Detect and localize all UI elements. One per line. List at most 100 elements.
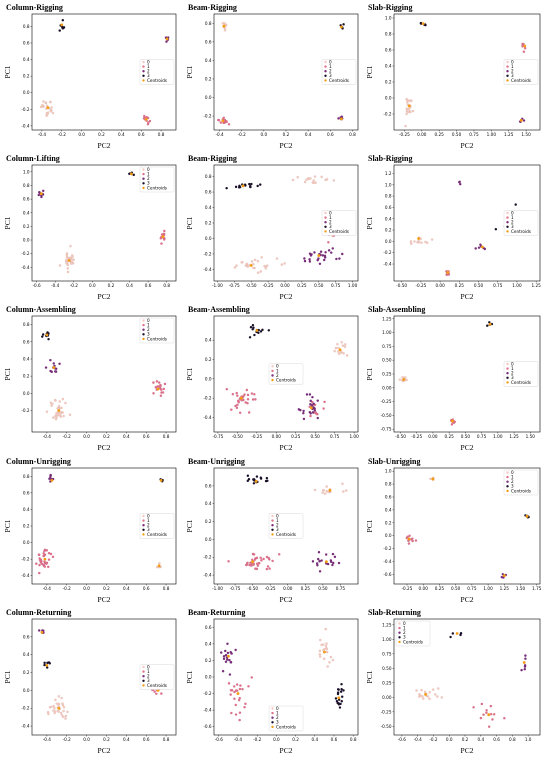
centroid-point — [57, 409, 61, 412]
x-tick-label: 1.75 — [532, 586, 542, 591]
data-point-cluster-2 — [477, 246, 481, 249]
x-tick-label: 0.4 — [126, 283, 133, 288]
chart-title: Slab-Rigging — [368, 3, 412, 12]
x-tick-label: -0.4 — [43, 586, 52, 591]
data-point-cluster-2 — [49, 358, 52, 362]
data-point-cluster-0 — [240, 261, 243, 264]
data-point-cluster-0 — [70, 262, 73, 265]
data-point-cluster-0 — [51, 416, 55, 420]
legend-label: Centroids — [276, 378, 296, 383]
centroid-point — [317, 254, 321, 257]
x-tick-label: -0.25 — [415, 283, 426, 288]
data-point-cluster-2 — [309, 254, 313, 257]
x-tick-label: 0.25 — [435, 586, 445, 591]
data-point-cluster-2 — [335, 257, 338, 261]
y-tick-label: -0.25 — [381, 399, 392, 404]
x-tick-label: 0.50 — [461, 434, 471, 439]
x-tick-label: 1.25 — [531, 283, 541, 288]
data-point-cluster-0 — [436, 695, 439, 698]
data-point-cluster-0 — [323, 492, 327, 495]
data-point-cluster-1 — [227, 559, 230, 563]
data-point-cluster-0 — [407, 107, 411, 111]
data-point-cluster-0 — [409, 240, 413, 243]
x-tick-label: -0.25 — [265, 586, 276, 591]
legend-label: 3 — [147, 678, 150, 683]
data-point-cluster-1 — [51, 555, 55, 559]
data-point-cluster-2 — [331, 563, 334, 567]
data-point-cluster-0 — [68, 413, 72, 417]
data-point-cluster-1 — [147, 121, 150, 124]
data-point-cluster-0 — [51, 111, 55, 115]
data-point-cluster-3 — [253, 333, 256, 337]
legend-label: 1 — [511, 475, 514, 480]
legend-label: Centroids — [511, 380, 531, 385]
data-point-cluster-0 — [413, 240, 416, 243]
data-point-cluster-0 — [39, 105, 43, 109]
x-tick-label: 0.00 — [435, 283, 445, 288]
data-point-cluster-2 — [226, 651, 230, 655]
data-point-cluster-1 — [225, 387, 229, 391]
y-axis-label: PC1 — [3, 65, 12, 78]
data-point-cluster-0 — [421, 695, 424, 698]
data-point-cluster-2 — [331, 247, 335, 250]
data-point-cluster-0 — [62, 709, 65, 713]
chart-title: Slab-Rigging — [368, 154, 412, 163]
legend-marker — [142, 514, 145, 518]
x-tick-label: 0.75 — [331, 283, 341, 288]
x-tick-label: 0.75 — [336, 586, 346, 591]
y-tick-label: 0.8 — [23, 24, 30, 29]
y-tick-label: 0.8 — [385, 32, 392, 37]
plot-frame — [31, 164, 177, 282]
x-axis-label: PC2 — [280, 746, 293, 755]
data-point-cluster-3 — [259, 477, 263, 480]
data-point-cluster-2 — [311, 395, 314, 399]
legend-label: 3 — [329, 73, 332, 78]
y-tick-label: 0.8 — [23, 183, 30, 188]
data-point-cluster-0 — [332, 179, 336, 182]
centroid-point — [417, 237, 420, 240]
y-tick-label: 0.6 — [23, 41, 30, 46]
legend-box — [503, 361, 539, 387]
y-tick-label: 0.0 — [205, 236, 212, 241]
data-point-cluster-1 — [47, 558, 51, 561]
scatter-chart: Slab-Rigging-0.50 -0.25 0.00 0.25 0.50 0.75 1.… — [365, 154, 541, 301]
scatter-chart: Column-Assembling -0.4 -0.2 0.0 0.2 0.4 0.6 0.8… — [3, 305, 177, 452]
data-point-cluster-2 — [323, 254, 327, 258]
y-axis-label: PC1 — [185, 519, 194, 532]
data-point-cluster-1 — [238, 696, 242, 700]
data-point-cluster-0 — [303, 180, 307, 184]
legend-label: Centroids — [511, 229, 531, 234]
legend-marker — [271, 721, 274, 724]
data-point-cluster-2 — [327, 249, 331, 252]
y-tick-label: 0.0 — [23, 540, 30, 545]
data-point-cluster-0 — [420, 241, 423, 245]
data-point-cluster-0 — [326, 665, 329, 668]
centroid-point — [130, 172, 133, 176]
y-tick-label: -0.4 — [21, 573, 30, 578]
legend-marker — [142, 186, 145, 190]
x-tick-label: 0.00 — [417, 132, 427, 137]
centroid-point — [519, 119, 523, 122]
y-tick-label: 0.0 — [23, 90, 30, 95]
data-point-cluster-1 — [252, 553, 256, 556]
data-point-cluster-0 — [324, 627, 328, 631]
data-point-cluster-0 — [256, 271, 260, 275]
data-point-cluster-1 — [246, 393, 250, 397]
data-point-cluster-3 — [337, 688, 340, 692]
x-tick-label: 0.50 — [474, 283, 484, 288]
chart-title: Column-Unrigging — [6, 457, 71, 466]
data-point-cluster-1 — [227, 682, 231, 685]
y-tick-label: -0.2 — [21, 557, 30, 562]
y-tick-label: -0.2 — [203, 555, 212, 560]
data-point-cluster-2 — [319, 250, 323, 254]
data-point-cluster-1 — [249, 563, 253, 567]
legend-marker — [142, 70, 145, 73]
x-tick-label: -0.50 — [396, 283, 407, 288]
y-tick-label: 0.0 — [385, 239, 392, 244]
chart-title: Beam-Assembling — [188, 305, 250, 314]
chart-panel-7: Column-Assembling -0.4 -0.2 0.0 0.2 0.4 0.6 0.8… — [3, 304, 182, 454]
scatter-chart: Column-Rigging -0.4 -0.2 0.0 0.2 0.4 0.6 0.8 -0.… — [3, 3, 177, 150]
data-point-cluster-1 — [243, 393, 246, 396]
